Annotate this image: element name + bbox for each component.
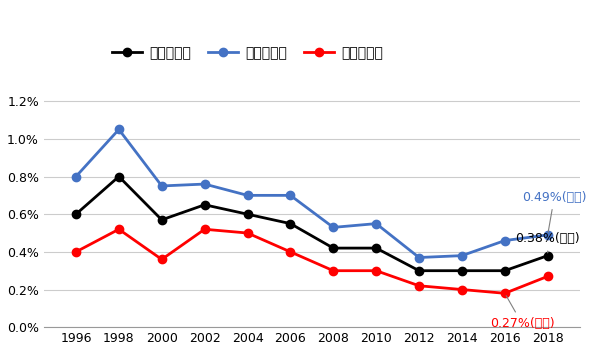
Text: 0.27%(女子): 0.27%(女子) [490,296,555,330]
Legend: 中学生全体, 男子中学生, 女子中学生: 中学生全体, 男子中学生, 女子中学生 [106,40,389,65]
Text: 0.49%(男子): 0.49%(男子) [522,191,587,232]
Text: 0.38%(全体): 0.38%(全体) [516,232,580,253]
